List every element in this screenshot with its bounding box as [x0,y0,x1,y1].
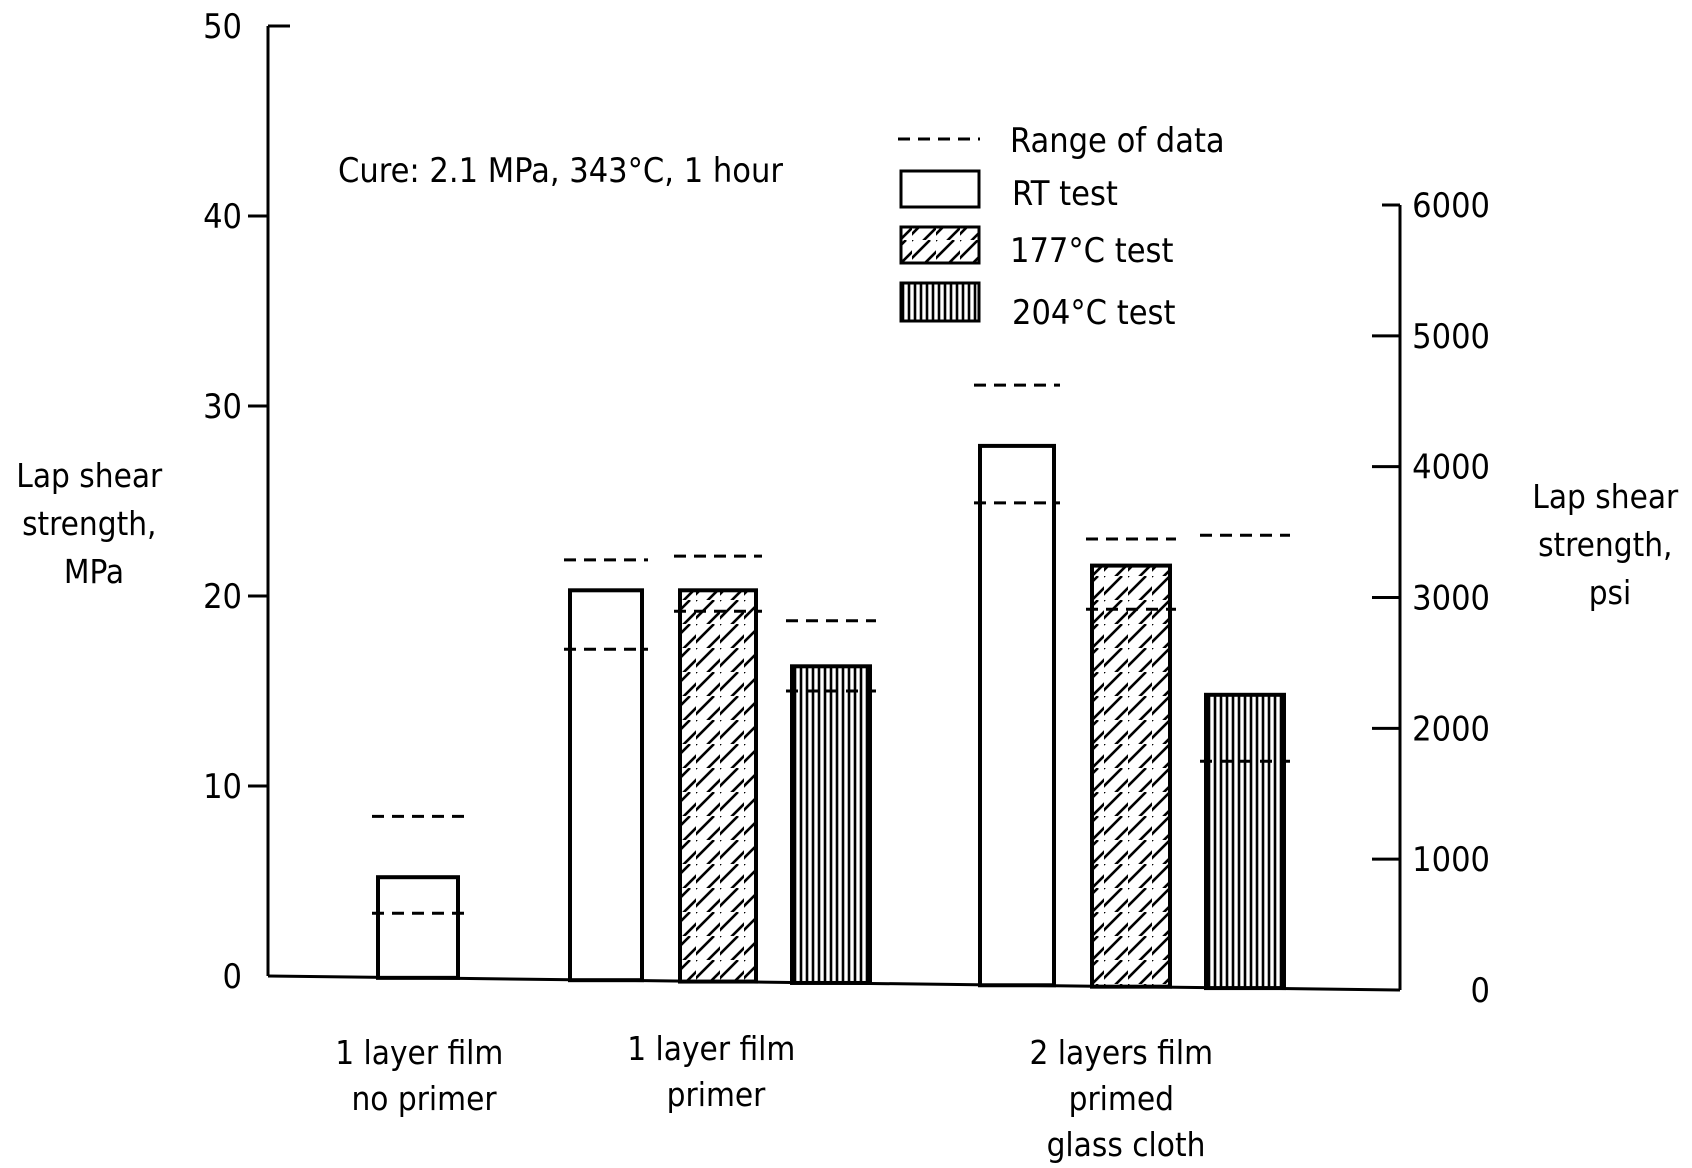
group-label-2-line-2: primer [667,1075,766,1114]
group-label-1-line-1: 1 layer film [335,1033,503,1072]
bar-204c-group-2 [790,664,872,985]
left-axis-label-line-3: MPa [64,552,124,591]
left-axis-label-line-1: Lap shear [16,456,163,495]
legend-range-label: Range of data [1010,121,1225,161]
group-label-3-line-2: primed [1069,1079,1174,1118]
bar-rt-group-1 [376,875,460,980]
right-tick-label: 1000 [1412,840,1490,880]
legend-rt-swatch [899,169,981,209]
group-label-1-line-2: no primer [351,1079,497,1118]
left-axis [266,24,290,976]
left-axis-label: Lap shear strength, MPa [16,456,171,591]
right-axis-label-line-1: Lap shear [1532,477,1679,516]
group-label-3-line-3: glass cloth [1047,1125,1206,1164]
right-tick-label: 0 [1471,971,1490,1011]
cure-annotation: Cure: 2.1 MPa, 343°C, 1 hour [338,151,783,191]
left-tick-label: 30 [203,387,242,427]
bar-rt-group-3 [978,443,1056,988]
legend-204-label: 204°C test [1012,293,1175,333]
bars [372,383,1290,991]
left-tick-label: 20 [203,577,242,617]
left-tick-label: 40 [203,197,242,237]
group-label-3: 2 layers film primed glass cloth [1030,1033,1223,1164]
group-label-2: 1 layer film primer [627,1029,805,1114]
bar-177c-group-3 [1090,563,1172,989]
right-axis-label: Lap shear strength, psi [1532,477,1687,612]
right-axis-label-line-3: psi [1589,573,1632,612]
group-label-1: 1 layer film no primer [335,1033,513,1118]
legend-177-label: 177°C test [1010,231,1173,271]
left-axis-label-line-2: strength, [22,504,156,543]
right-tick-label: 4000 [1412,448,1490,488]
left-tick-label: 10 [203,767,242,807]
group-label-3-line-1: 2 layers film [1030,1033,1214,1072]
left-tick-label: 50 [203,7,242,47]
bar-rt-group-2 [568,588,644,983]
right-tick-label: 5000 [1412,317,1490,357]
legend-rt-label: RT test [1012,174,1118,214]
legend-204-swatch [899,281,981,323]
right-tick-label: 2000 [1412,709,1490,749]
right-ticks: 0 1000 2000 3000 4000 5000 6000 [1372,186,1490,1011]
legend-177-swatch [899,225,981,265]
right-tick-label: 3000 [1412,579,1490,619]
left-tick-label: 0 [223,957,242,997]
group-label-2-line-1: 1 layer film [627,1029,795,1068]
left-ticks: 0 10 20 30 40 50 [203,7,268,997]
bar-204c-group-3 [1204,692,1286,991]
legend: Range of data RT test 177°C test 204°C t… [898,121,1225,333]
bar-177c-group-2 [678,588,758,984]
right-axis-label-line-2: strength, [1538,525,1672,564]
right-tick-label: 6000 [1412,186,1490,226]
